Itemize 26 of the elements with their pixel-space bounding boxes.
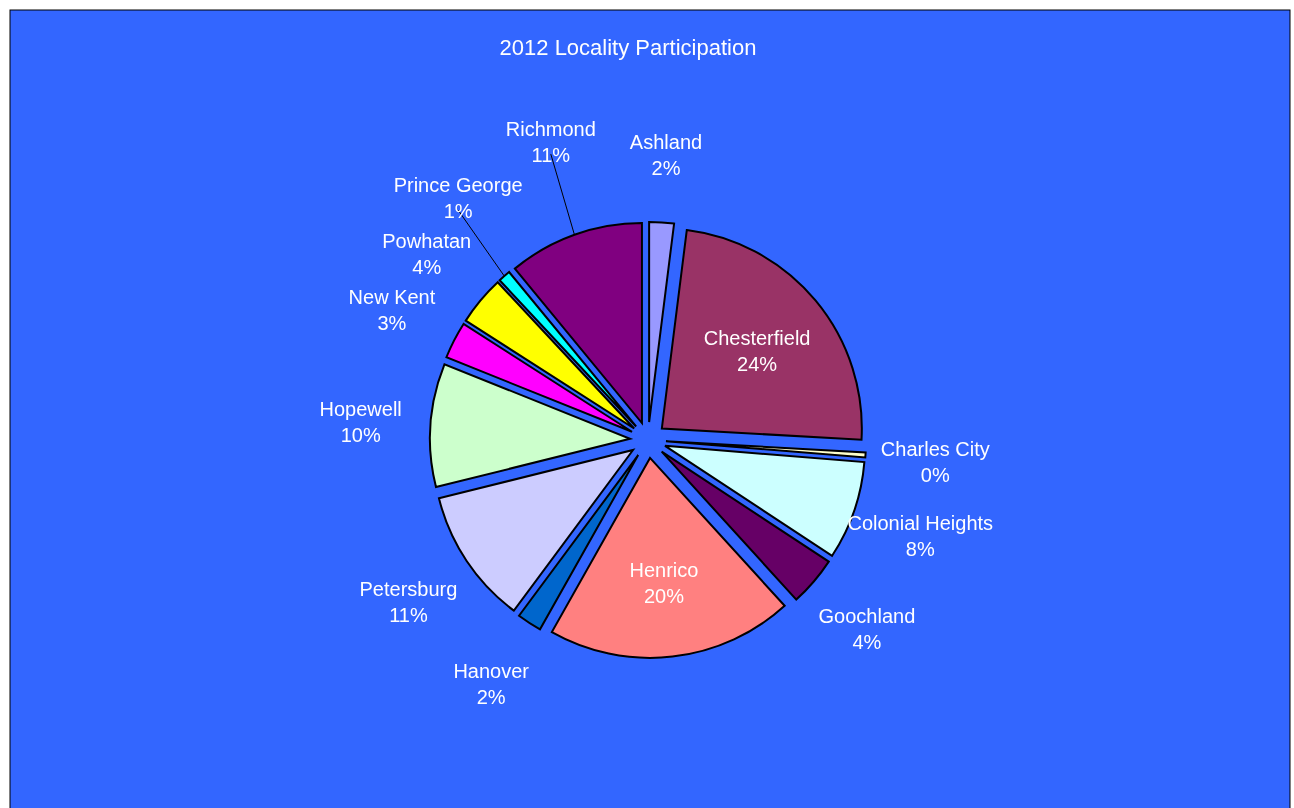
slice-label: Hanover [453, 659, 530, 682]
slice-label: Charles City [880, 437, 990, 460]
data-label: 11% [389, 603, 428, 626]
data-label: 24% [737, 353, 778, 376]
slice-label: New Kent [348, 286, 436, 309]
data-label: 11% [531, 144, 571, 167]
data-label: 20% [643, 585, 685, 608]
data-label: 3% [377, 312, 407, 335]
data-label: 4% [412, 256, 442, 279]
slice-label: Goochland [818, 605, 916, 628]
data-label: 2% [651, 156, 681, 179]
slice-label: Ashland [629, 130, 703, 153]
chart-title: 2012 Locality Participation [499, 35, 757, 60]
data-label: 8% [905, 537, 935, 560]
slice-label: Chesterfield [703, 327, 811, 350]
data-label: 10% [340, 424, 381, 447]
data-label: 1% [443, 200, 473, 223]
slice-label: Henrico [629, 559, 699, 582]
slice-label: Prince George [393, 174, 523, 197]
data-label: 0% [920, 463, 950, 486]
slice-label: Powhatan [382, 230, 472, 253]
data-label: 2% [476, 685, 506, 708]
slice-label: Petersburg [359, 577, 458, 600]
slice-label: Richmond [505, 118, 596, 141]
slice-label: Hopewell [319, 398, 402, 421]
data-label: 4% [852, 631, 882, 654]
